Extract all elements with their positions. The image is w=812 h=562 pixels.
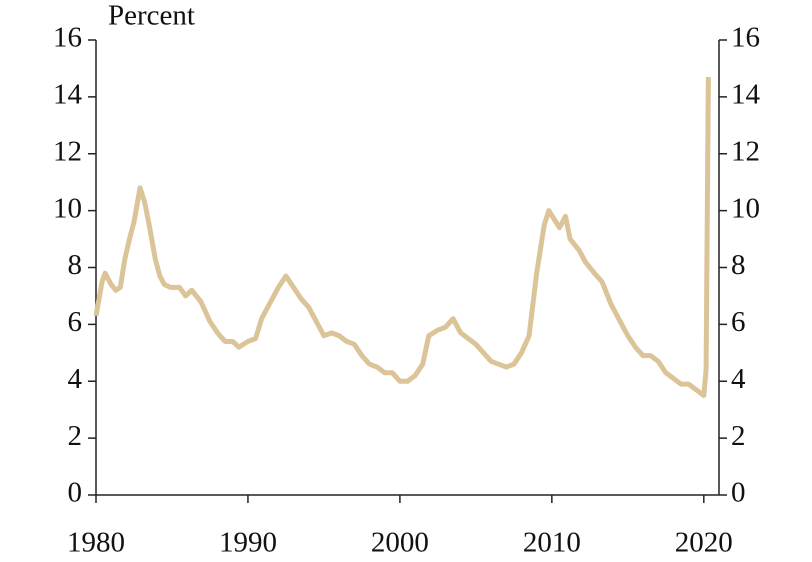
y-tick-label: 10	[53, 192, 82, 224]
y-tick-label: 6	[68, 306, 83, 338]
y2-tick-label: 16	[731, 22, 760, 54]
y2-tick-label: 14	[731, 79, 761, 111]
y2-tick-label: 10	[731, 192, 760, 224]
x-tick-label: 1980	[67, 527, 125, 559]
y-tick-label: 0	[68, 477, 83, 509]
y2-tick-label: 0	[731, 477, 746, 509]
y-tick-label: 14	[53, 79, 83, 111]
y2-tick-label: 2	[731, 420, 746, 452]
y-tick-label: 2	[68, 420, 83, 452]
y-tick-label: 4	[68, 363, 83, 395]
x-tick-label: 1990	[219, 527, 277, 559]
y-tick-label: 12	[53, 135, 82, 167]
y-tick-label: 8	[68, 249, 83, 281]
y2-tick-label: 12	[731, 135, 760, 167]
y2-tick-label: 4	[731, 363, 746, 395]
x-tick-label: 2000	[371, 527, 429, 559]
chart-title: Percent	[108, 0, 195, 32]
x-tick-label: 2020	[675, 527, 733, 559]
y2-tick-label: 6	[731, 306, 746, 338]
x-tick-label: 2010	[523, 527, 581, 559]
series-line	[93, 76, 711, 398]
y-tick-label: 16	[53, 22, 82, 54]
y2-tick-label: 8	[731, 249, 746, 281]
